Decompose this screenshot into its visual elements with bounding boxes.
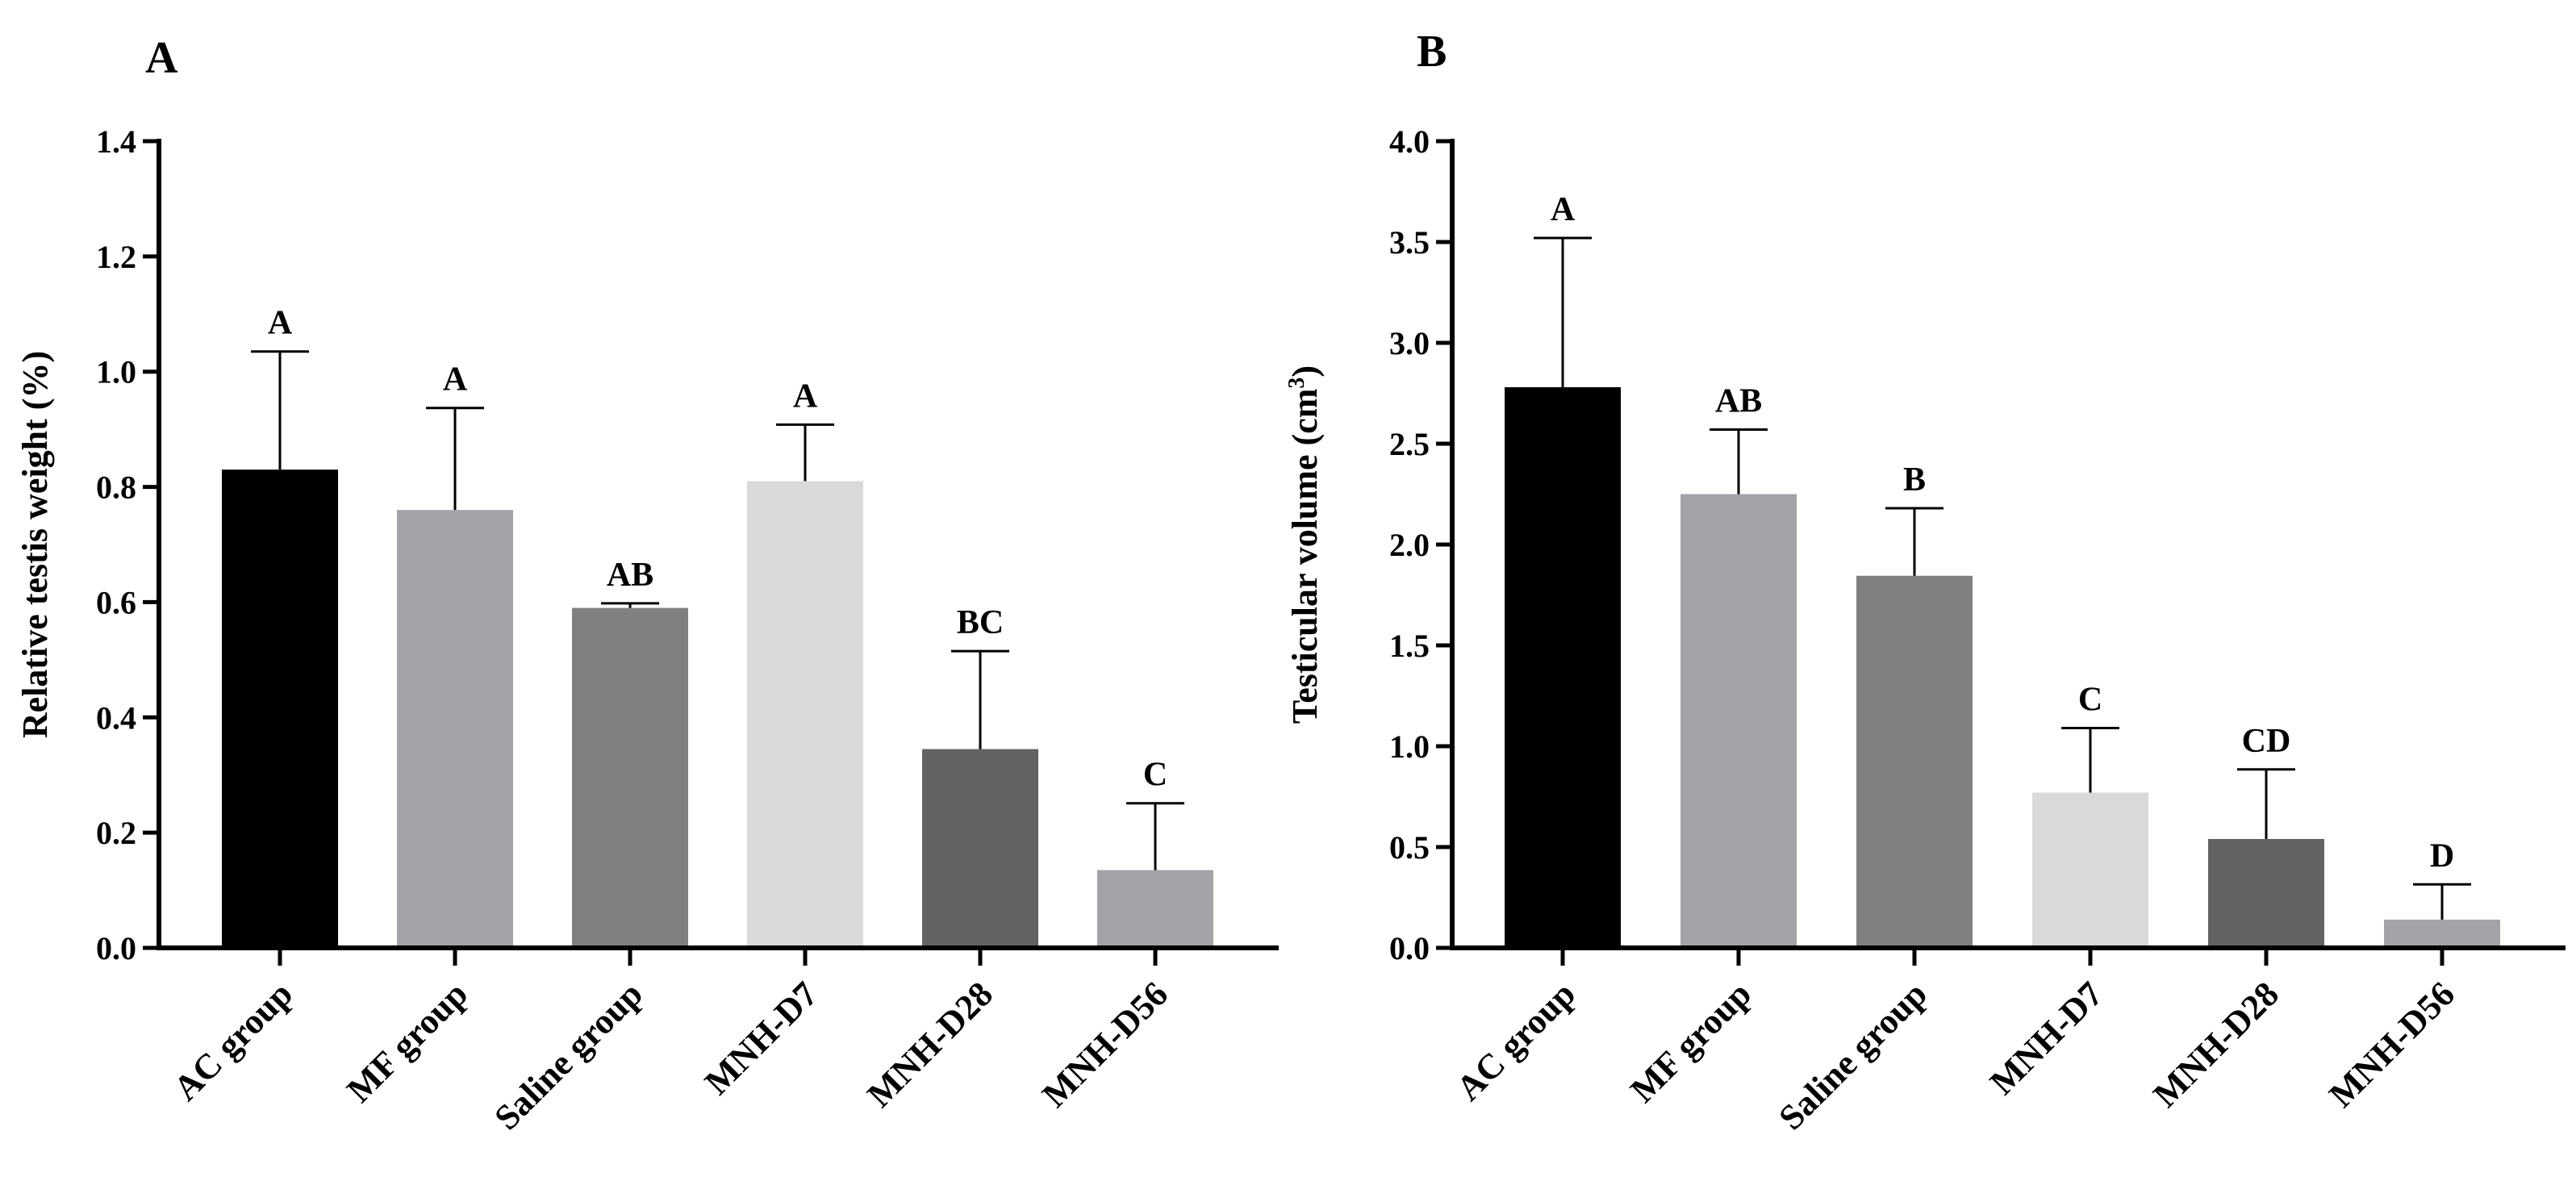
- panel-b-bar-2: [1680, 494, 1797, 948]
- panel-b-error-bar-4: [2061, 727, 2119, 793]
- panel-b-significance-label-4: C: [2078, 682, 2102, 719]
- panel-a-y-tick-label-8: 1.4: [96, 123, 136, 160]
- panel-b-category-label-5: MNH-D28: [2145, 974, 2286, 1115]
- panel-a-bar-4: [747, 481, 863, 948]
- panel-a-category-label-5: MNH-D28: [859, 974, 1000, 1115]
- panel-b-category-label-3: Saline group: [1771, 974, 1935, 1137]
- panel-b-significance-label-6: D: [2430, 837, 2454, 874]
- panel-a-y-tick-label-1: 0.0: [96, 930, 136, 966]
- panel-b-error-bar-1: [1534, 236, 1592, 387]
- panel-b-letter: B: [1417, 27, 1447, 77]
- panel-a-y-tick-label-2: 0.2: [96, 815, 136, 851]
- panel-b-y-tick-label-5: 2.0: [1389, 527, 1430, 563]
- panel-b-category-label-6: MNH-D56: [2321, 974, 2462, 1115]
- panel-b-significance-label-1: A: [1551, 191, 1576, 228]
- panel-a-error-bar-2: [426, 407, 484, 511]
- panel-a-bar-2: [397, 510, 513, 948]
- panel-b-bar-4: [2032, 792, 2148, 948]
- panel-a-y-tick-label-5: 0.8: [96, 470, 136, 506]
- panel-b-y-tick-label-8: 3.5: [1389, 224, 1430, 261]
- panel-a-y-tick-label-6: 1.0: [96, 354, 136, 390]
- panel-a-significance-label-4: A: [793, 378, 818, 415]
- panel-b-chart: Testicular volume (cm3) A AB B C CD D 0.0 0.5 1.0…: [1284, 123, 2566, 1137]
- panel-a-bar-3: [572, 607, 688, 948]
- panel-a-y-axis-title: Relative testis weight (%): [15, 351, 55, 738]
- panel-b-significance-label-2: AB: [1715, 383, 1762, 420]
- panel-b-y-axis-title-end: ): [1285, 365, 1325, 378]
- panel-a-error-bar-3: [601, 602, 659, 608]
- panel-a-significance-label-2: A: [443, 361, 468, 399]
- panel-b-y-tick-label-2: 0.5: [1389, 829, 1430, 866]
- panel-a-significance-label-6: C: [1143, 757, 1167, 794]
- panel-b-bar-6: [2384, 920, 2500, 948]
- panel-b-error-bar-5: [2237, 768, 2295, 839]
- panel-a-bar-1: [222, 470, 338, 948]
- panel-b-error-bar-3: [1885, 507, 1943, 576]
- panel-b-category-label-2: MF group: [1622, 974, 1759, 1110]
- panel-b-error-bar-2: [1710, 428, 1768, 495]
- panel-a-significance-label-5: BC: [957, 604, 1004, 641]
- panel-b-y-tick-label-6: 2.5: [1389, 426, 1430, 462]
- panel-a-category-label-6: MNH-D56: [1034, 974, 1175, 1115]
- panel-b-y-tick-label-7: 3.0: [1389, 325, 1430, 361]
- panel-b-y-axis-title: Testicular volume (cm3): [1284, 365, 1325, 724]
- panel-b-bar-1: [1505, 387, 1621, 948]
- panel-b-significance-label-3: B: [1903, 461, 1926, 499]
- panel-a-error-bar-5: [951, 649, 1009, 749]
- panel-a-significance-label-1: A: [268, 305, 293, 342]
- panel-b-y-axis-title-sup: 3: [1284, 378, 1309, 389]
- panel-b-bar-3: [1856, 575, 1973, 948]
- panel-b-y-tick-label-9: 4.0: [1389, 123, 1430, 160]
- panel-b-category-label-1: AC group: [1449, 974, 1583, 1108]
- panel-b-bar-5: [2208, 839, 2324, 948]
- panel-b-y-tick-label-1: 0.0: [1389, 930, 1430, 966]
- panel-a-category-label-1: AC group: [166, 974, 300, 1108]
- panel-a-y-tick-label-3: 0.4: [96, 699, 136, 736]
- panel-a-chart: Relative testis weight (%) A A AB A BC C 0.0 0.2…: [15, 123, 1279, 1137]
- panel-a-error-bar-1: [251, 350, 309, 470]
- panel-a-y-tick-label-4: 0.6: [96, 584, 136, 620]
- panel-a-significance-label-3: AB: [607, 557, 653, 594]
- panel-b-category-label-4: MNH-D7: [1982, 974, 2110, 1102]
- panel-a-y-tick-label-7: 1.2: [96, 239, 136, 275]
- panel-a-category-label-3: Saline group: [486, 974, 650, 1137]
- panel-a-category-label-2: MF group: [339, 974, 475, 1110]
- panel-b-significance-label-5: CD: [2242, 723, 2291, 760]
- panel-b-y-tick-label-4: 1.5: [1389, 628, 1430, 664]
- panel-a-bar-5: [922, 749, 1038, 948]
- panel-b-y-tick-label-3: 1.0: [1389, 728, 1430, 765]
- panel-a-error-bar-6: [1126, 802, 1184, 870]
- panel-a-bar-6: [1097, 870, 1213, 948]
- panel-b-error-bar-6: [2413, 883, 2471, 920]
- panel-a-category-label-4: MNH-D7: [697, 974, 825, 1102]
- panel-a-error-bar-4: [776, 423, 834, 482]
- panel-a-letter: A: [145, 33, 178, 83]
